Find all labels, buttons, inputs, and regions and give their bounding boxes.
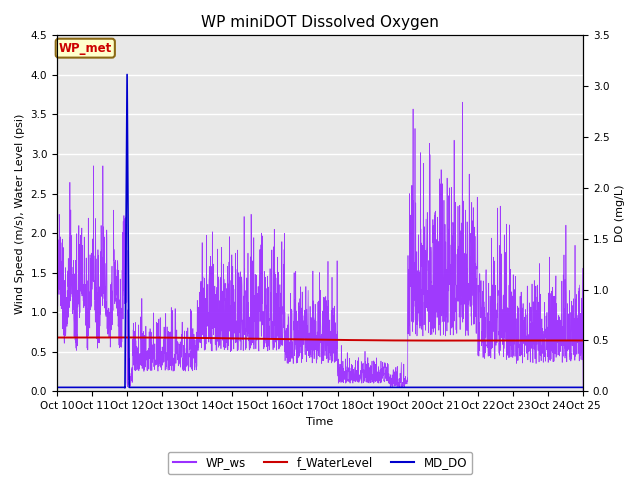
Title: WP miniDOT Dissolved Oxygen: WP miniDOT Dissolved Oxygen	[201, 15, 439, 30]
Y-axis label: Wind Speed (m/s), Water Level (psi): Wind Speed (m/s), Water Level (psi)	[15, 113, 25, 313]
Legend: WP_ws, f_WaterLevel, MD_DO: WP_ws, f_WaterLevel, MD_DO	[168, 452, 472, 474]
Y-axis label: DO (mg/L): DO (mg/L)	[615, 185, 625, 242]
Text: WP_met: WP_met	[59, 42, 112, 55]
X-axis label: Time: Time	[307, 417, 333, 427]
